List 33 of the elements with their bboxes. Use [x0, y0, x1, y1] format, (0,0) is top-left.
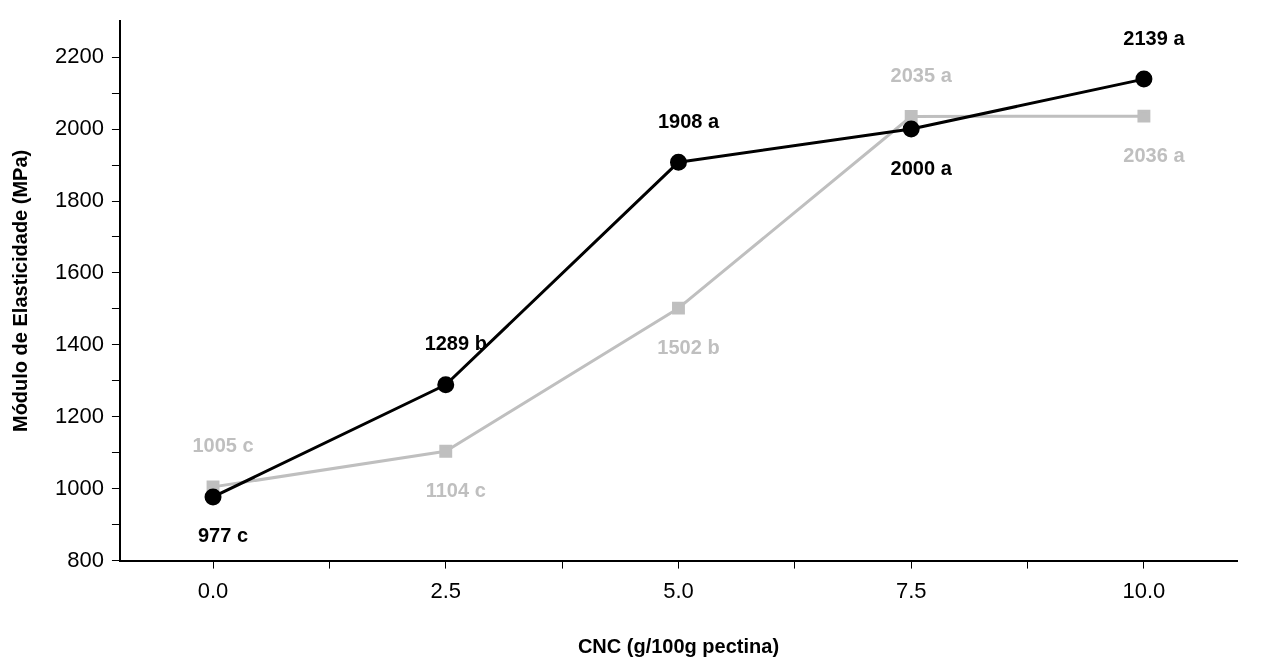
- x-tick-label: 2.5: [430, 577, 462, 603]
- y-tick-label: 1000: [54, 474, 104, 500]
- x-tick-label: 7.5: [895, 577, 927, 603]
- data-label: 2036 a: [1123, 143, 1186, 166]
- data-label: 2035 a: [890, 64, 953, 87]
- point: [1137, 109, 1151, 123]
- x-tick-label: 0.0: [197, 577, 229, 603]
- y-tick-label: 1400: [54, 330, 104, 356]
- point: [902, 120, 920, 138]
- y-tick-label: 2000: [54, 115, 104, 141]
- data-label: 1104 c: [425, 478, 486, 501]
- x-tick-label: 10.0: [1122, 577, 1166, 603]
- y-tick-label: 1600: [54, 258, 104, 284]
- data-label: 977 c: [198, 524, 249, 547]
- data-label: 2000 a: [890, 156, 953, 179]
- point: [204, 488, 222, 506]
- x-tick-label: 5.0: [663, 577, 694, 603]
- data-label: 1908 a: [657, 109, 720, 132]
- data-label: 1005 c: [192, 434, 254, 457]
- point: [904, 110, 918, 123]
- data-label: 1502 b: [657, 335, 720, 358]
- point: [672, 301, 685, 315]
- y-axis-title: Módulo de Elasticidade (MPa): [8, 149, 31, 433]
- y-tick-label: 800: [67, 546, 104, 572]
- point: [437, 376, 455, 394]
- x-axis-title: CNC (g/100g pectina): [577, 634, 780, 657]
- y-tick-label: 1800: [54, 187, 104, 213]
- y-tick-label: 2200: [54, 43, 104, 69]
- y-tick-label: 1200: [54, 402, 104, 428]
- point: [669, 153, 687, 171]
- point: [439, 444, 453, 458]
- point: [1135, 70, 1153, 88]
- data-label: 2139 a: [1123, 26, 1186, 49]
